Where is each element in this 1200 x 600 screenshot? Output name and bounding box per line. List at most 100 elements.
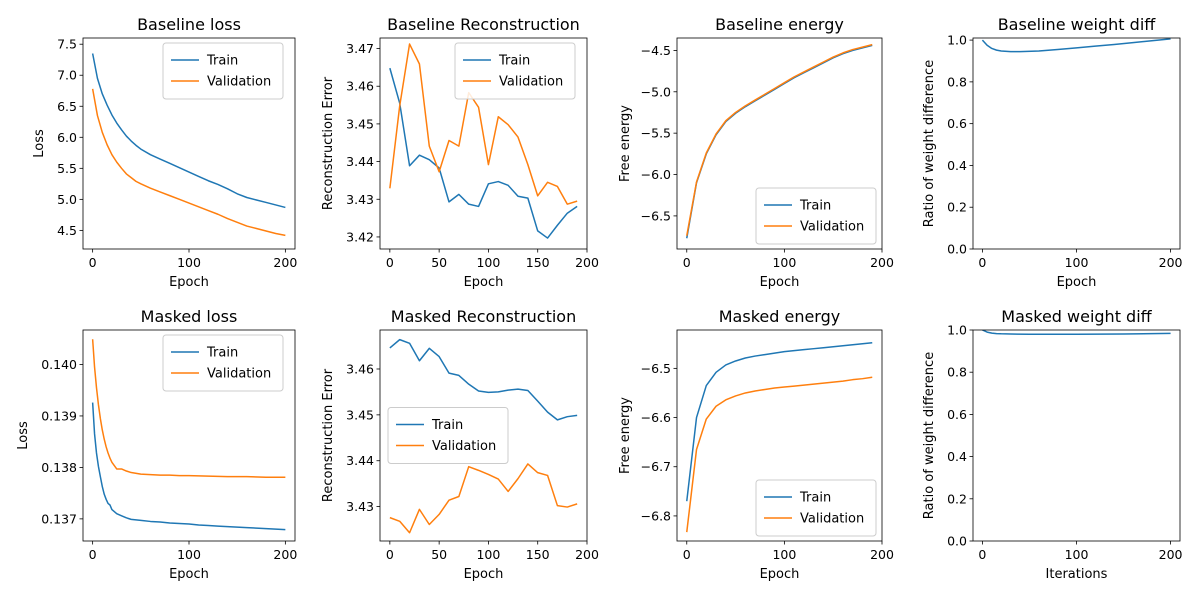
legend: Train Validation (162, 42, 284, 100)
x-tick-label: 200 (870, 547, 894, 562)
x-tick-label: 100 (177, 255, 201, 270)
y-tick-label: 5.5 (57, 161, 77, 176)
y-tick-label: 0.138 (41, 460, 77, 475)
chart-title: Baseline Reconstruction (387, 15, 580, 34)
axes-frame (676, 329, 883, 542)
x-axis-label: Epoch (169, 567, 209, 582)
series-line-validation (389, 463, 578, 534)
x-axis-label: Iterations (1046, 567, 1108, 582)
y-tick-label: −4.5 (641, 43, 671, 58)
x-tick-label: 0 (683, 547, 691, 562)
legend: Train Validation (755, 187, 877, 245)
series-line-validation (91, 339, 286, 478)
chart-title: Masked energy (719, 307, 840, 326)
x-tick-label: 0 (386, 547, 394, 562)
legend-label: Train (206, 54, 238, 69)
y-tick-label: 3.46 (346, 361, 374, 376)
y-tick-label: 6.0 (57, 130, 77, 145)
y-tick-label: 3.46 (346, 79, 374, 94)
series-line-train (686, 342, 873, 502)
chart-panel-4: 0 100 200 0.0 0.2 0.4 0.6 0.8 1.0 Baseline weight… (922, 15, 1183, 290)
y-tick-label: 5.0 (57, 192, 77, 207)
legend: Train Validation (387, 407, 509, 464)
x-tick-label: 150 (526, 255, 550, 270)
x-tick-label: 100 (177, 547, 201, 562)
chart-title: Masked Reconstruction (391, 307, 576, 326)
chart-title: Baseline loss (137, 15, 241, 34)
y-tick-label: 6.5 (57, 99, 77, 114)
y-tick-label: 3.42 (346, 229, 374, 244)
x-tick-label: 0 (978, 255, 986, 270)
y-tick-label: 7.5 (57, 37, 77, 52)
y-tick-label: 3.43 (346, 192, 374, 207)
chart-panel-6: 0 50 100 150 200 3.43 3.44 3.45 3.46 Masked Recon… (321, 307, 599, 582)
legend-label: Validation (800, 512, 864, 527)
legend-box (755, 479, 877, 537)
x-tick-label: 0 (386, 255, 394, 270)
x-tick-label: 100 (772, 255, 796, 270)
chart-title: Masked loss (141, 307, 238, 326)
y-axis-label: Reconstruction Error (321, 368, 336, 502)
legend-label: Train (206, 346, 238, 361)
y-tick-label: 7.0 (57, 68, 77, 83)
x-axis-label: Epoch (760, 275, 800, 290)
legend-label: Validation (207, 75, 271, 90)
chart-panel-2: 0 50 100 150 200 3.42 3.43 3.44 3.45 3.46 3.47 Base… (321, 15, 599, 290)
series-line-series-1 (982, 330, 1171, 335)
chart-title: Baseline energy (715, 15, 844, 34)
chart-panel-5: 0 100 200 0.137 0.138 0.139 0.140 Masked loss Ep… (16, 307, 297, 582)
chart-title: Masked weight diff (1001, 307, 1152, 326)
legend: Train Validation (162, 334, 284, 392)
y-axis-label: Ratio of weight difference (922, 60, 937, 227)
axes-frame (379, 329, 588, 542)
axes-frame (972, 37, 1181, 250)
legend-label: Train (799, 199, 831, 214)
legend-label: Train (799, 491, 831, 506)
y-tick-label: −6.5 (641, 361, 671, 376)
x-tick-label: 100 (1065, 547, 1089, 562)
chart-title: Baseline weight diff (998, 15, 1157, 34)
y-tick-label: 0.4 (947, 158, 967, 173)
x-tick-label: 200 (273, 255, 297, 270)
y-tick-label: 1.0 (947, 323, 967, 338)
series-line-validation (686, 376, 873, 533)
y-tick-label: 0.8 (947, 365, 967, 380)
series-line-train (389, 67, 578, 239)
y-tick-label: 0.0 (947, 242, 967, 257)
series-line-validation (91, 88, 286, 237)
legend-box (387, 407, 509, 464)
y-tick-label: 0.137 (41, 511, 77, 526)
y-tick-label: 0.2 (947, 491, 967, 506)
x-axis-label: Epoch (464, 275, 504, 290)
legend-label: Validation (800, 220, 864, 235)
y-tick-label: 3.45 (346, 407, 374, 422)
y-tick-label: 3.44 (346, 154, 374, 169)
x-axis-label: Epoch (464, 567, 504, 582)
series-line-train (91, 53, 286, 209)
y-tick-label: −6.5 (641, 208, 671, 223)
y-tick-label: 0.6 (947, 407, 967, 422)
legend-label: Validation (432, 439, 496, 454)
series-line-train (91, 402, 286, 531)
y-tick-label: 3.43 (346, 499, 374, 514)
x-tick-label: 0 (89, 255, 97, 270)
x-tick-label: 50 (431, 255, 447, 270)
y-axis-label: Reconstruction Error (321, 76, 336, 210)
y-tick-label: −6.7 (641, 459, 671, 474)
y-tick-label: −6.6 (641, 410, 671, 425)
y-tick-label: −5.0 (641, 84, 671, 99)
x-axis-label: Epoch (760, 567, 800, 582)
x-tick-label: 200 (1159, 255, 1183, 270)
axes-frame (379, 37, 588, 250)
x-axis-label: Epoch (169, 275, 209, 290)
axes-frame (972, 329, 1181, 542)
chart-panel-3: 0 100 200 −6.5 −6.0 −5.5 −5.0 −4.5 Baseline ener… (618, 15, 894, 290)
x-tick-label: 200 (1159, 547, 1183, 562)
legend-label: Validation (207, 367, 271, 382)
x-tick-label: 100 (476, 547, 500, 562)
legend-box (162, 334, 284, 392)
y-axis-label: Free energy (618, 105, 633, 182)
x-axis-label: Epoch (1057, 275, 1097, 290)
y-axis-label: Loss (32, 129, 47, 158)
y-tick-label: 3.44 (346, 453, 374, 468)
